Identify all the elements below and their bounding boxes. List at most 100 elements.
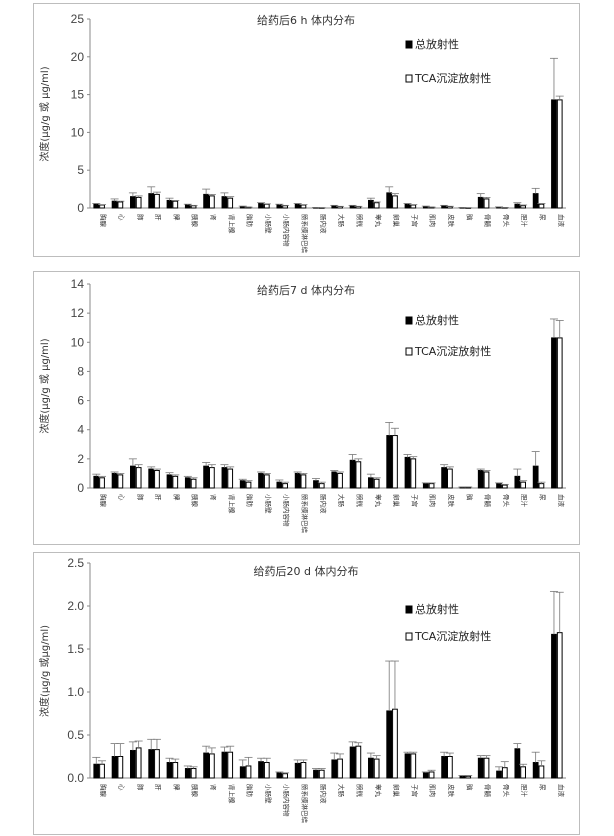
bar-tca: [392, 435, 398, 489]
bar-total: [313, 480, 319, 489]
x-tick-label: 脑: [465, 784, 474, 791]
bar-tca: [282, 483, 288, 489]
bar-total: [349, 459, 356, 489]
y-tick-label: 0.5: [67, 728, 84, 742]
x-tick-label: 大肠: [337, 214, 346, 228]
chart-panel-6h: 0 5 10 15 20 25 浓度(μg/g 或 μg/ml) 给药后6 h 体内分布 总放射…: [33, 3, 580, 257]
legend-label: TCA沉淀放射性: [414, 344, 491, 358]
x-tick-label: 肠内液: [319, 214, 328, 234]
x-tick-label: 血液: [557, 784, 566, 798]
bar-tca: [117, 474, 124, 489]
bar-total: [386, 435, 393, 489]
y-axis-label: 浓度(μg/g 或μg/ml): [38, 625, 51, 717]
bar-total: [203, 465, 210, 489]
bar-tca: [483, 198, 490, 209]
x-tick-label: 肺: [136, 784, 144, 791]
bar-tca: [392, 708, 398, 779]
bar-tca: [520, 766, 526, 779]
bar-tca: [263, 762, 270, 779]
bar-tca: [355, 461, 362, 489]
bar-tca: [373, 478, 380, 489]
legend-label: 总放射性: [415, 313, 459, 327]
bar-total: [166, 474, 173, 489]
bar-tca: [538, 483, 545, 489]
x-tick-label: 骨髓: [484, 784, 493, 798]
bar-total: [368, 757, 374, 779]
bar-tca: [263, 203, 270, 209]
x-tick-label: 胰腺: [191, 494, 200, 508]
x-tick-label: 皮肤: [447, 214, 456, 228]
bar-tca: [209, 195, 215, 209]
bar-tca: [190, 478, 197, 489]
x-tick-label: 肠系膜淋巴结: [301, 784, 310, 824]
x-tick-label: 骨头: [502, 784, 511, 798]
x-tick-label: 尿: [539, 214, 547, 221]
x-tick-label: 肌肉: [429, 494, 438, 507]
x-tick-label: 子宫: [410, 784, 419, 797]
bar-total: [93, 475, 100, 489]
x-tick-label: 膀胱: [355, 214, 364, 228]
bar-tca: [556, 337, 563, 489]
bar-tca: [209, 753, 215, 779]
bar-total: [386, 192, 393, 209]
chart-title: 给药后7 d 体内分布: [257, 283, 355, 297]
bar-tca: [447, 468, 453, 489]
bar-total: [404, 203, 411, 209]
bar-tca: [245, 765, 252, 779]
bar-total: [93, 763, 100, 779]
bar-tca: [447, 756, 453, 779]
bar-tca: [556, 99, 563, 209]
x-tick-label: 肝: [154, 494, 162, 501]
x-tick-label: 尿: [539, 784, 547, 791]
x-tick-label: 肠系膜淋巴结: [301, 494, 310, 534]
bar-total: [239, 766, 246, 779]
y-tick-label: 1.5: [67, 642, 84, 656]
bar-total: [294, 472, 301, 489]
bar-tca: [282, 773, 288, 779]
bar-total: [93, 203, 100, 209]
bar-total: [130, 196, 136, 209]
bar-tca: [117, 201, 124, 209]
x-tick-label: 心: [117, 494, 125, 501]
bar-tca: [538, 765, 545, 779]
bar-tca: [318, 483, 325, 489]
bar-total: [148, 468, 155, 489]
x-tick-label: 肾: [209, 494, 218, 501]
bar-total: [276, 481, 283, 489]
bar-total: [459, 486, 466, 489]
bar-tca: [172, 475, 179, 489]
x-tick-label: 胰腺: [191, 784, 200, 798]
y-tick-label: 0: [77, 481, 84, 495]
bar-total: [422, 205, 429, 209]
x-tick-label: 肌肉: [429, 784, 438, 797]
y-tick-label: 12: [71, 306, 85, 320]
bar-tca: [373, 202, 380, 209]
y-tick-label: 6: [77, 394, 84, 408]
y-tick-label: 10: [71, 125, 85, 139]
x-tick-label: 脂肪: [246, 214, 255, 228]
x-tick-label: 胸腺: [99, 784, 108, 798]
bar-total: [221, 751, 228, 779]
bar-total: [313, 769, 319, 779]
bar-tca: [337, 472, 343, 489]
bar-total: [441, 205, 447, 209]
bar-total: [294, 203, 301, 209]
bar-total: [111, 200, 118, 209]
x-tick-label: 肠内液: [319, 494, 328, 514]
bar-tca: [465, 775, 472, 779]
x-tick-label: 小肠壁: [264, 214, 273, 234]
bar-total: [239, 480, 246, 489]
bar-total: [477, 757, 484, 779]
bar-total: [331, 471, 338, 489]
y-tick-label: 0.0: [67, 771, 84, 785]
x-tick-label: 大肠: [337, 784, 346, 798]
x-tick-label: 肌肉: [429, 214, 438, 227]
bar-tca: [428, 483, 435, 489]
bar-tca: [190, 205, 197, 209]
bar-tca: [428, 771, 435, 779]
bar-tca: [355, 745, 362, 779]
x-tick-label: 肺: [136, 494, 144, 501]
bar-tca: [227, 197, 234, 209]
bar-total: [258, 472, 264, 489]
bar-tca: [190, 768, 197, 779]
